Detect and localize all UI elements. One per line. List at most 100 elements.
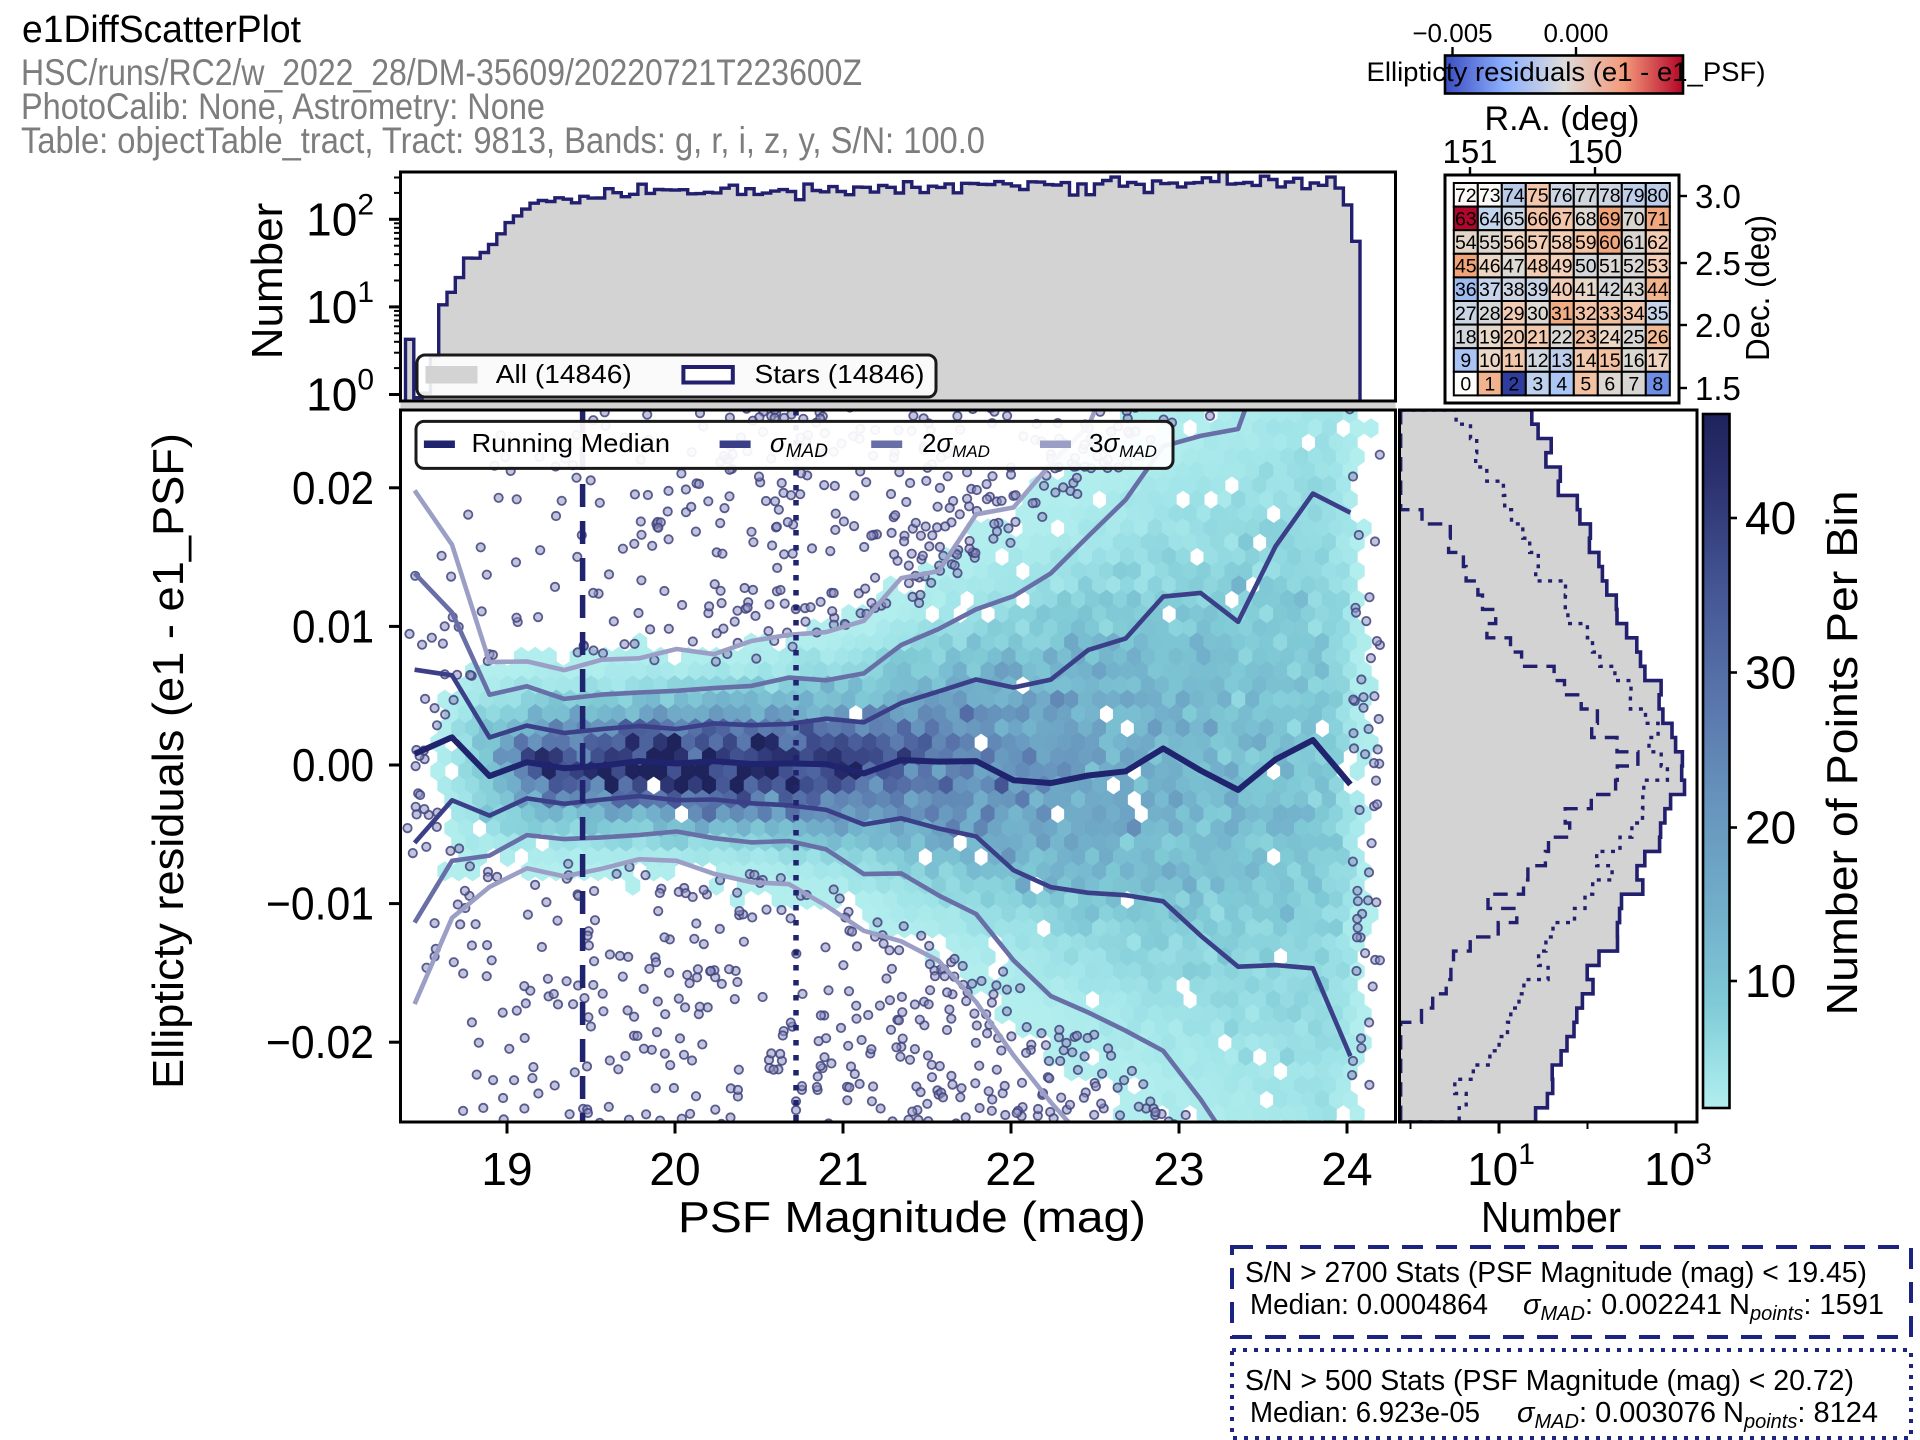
svg-text:22: 22	[985, 1143, 1036, 1195]
svg-text:11: 11	[1504, 350, 1524, 372]
svg-text:101: 101	[306, 276, 374, 333]
svg-text:−0.01: −0.01	[266, 878, 374, 930]
svg-text:1: 1	[1484, 374, 1495, 396]
svg-text:23: 23	[1153, 1143, 1204, 1195]
svg-text:51: 51	[1599, 256, 1621, 278]
svg-text:29: 29	[1503, 303, 1525, 325]
svg-text:52: 52	[1623, 256, 1645, 278]
svg-text:0.02: 0.02	[292, 462, 374, 514]
svg-text:18: 18	[1455, 326, 1477, 348]
svg-text:e1DiffScatterPlot: e1DiffScatterPlot	[22, 9, 301, 51]
svg-text:20: 20	[1503, 326, 1525, 348]
svg-text:15: 15	[1599, 350, 1621, 372]
svg-text:70: 70	[1623, 208, 1645, 230]
svg-text:31: 31	[1551, 303, 1573, 325]
svg-text:PSF Magnitude (mag): PSF Magnitude (mag)	[678, 1193, 1146, 1242]
svg-text:S/N > 2700 Stats (PSF Magnitud: S/N > 2700 Stats (PSF Magnitude (mag) < …	[1245, 1257, 1867, 1289]
svg-text:54: 54	[1455, 232, 1477, 254]
svg-text:42: 42	[1599, 279, 1621, 301]
svg-text:101: 101	[1467, 1138, 1535, 1195]
svg-text:48: 48	[1527, 256, 1549, 278]
svg-text:43: 43	[1623, 279, 1645, 301]
svg-text:0: 0	[1460, 374, 1471, 396]
svg-text:Stars (14846): Stars (14846)	[755, 359, 925, 389]
svg-text:21: 21	[1527, 326, 1549, 348]
svg-text:59: 59	[1575, 232, 1597, 254]
svg-text:38: 38	[1503, 279, 1525, 301]
svg-text:35: 35	[1647, 303, 1669, 325]
svg-text:PhotoCalib: None, Astrometry:: PhotoCalib: None, Astrometry: None	[21, 86, 545, 127]
svg-text:102: 102	[306, 188, 374, 245]
svg-text:61: 61	[1623, 232, 1645, 254]
svg-text:Running Median: Running Median	[472, 428, 671, 458]
svg-text:All (14846): All (14846)	[496, 359, 632, 389]
svg-text:26: 26	[1647, 326, 1669, 348]
svg-text:80: 80	[1647, 185, 1669, 207]
svg-text:−0.005: −0.005	[1412, 18, 1492, 48]
svg-text:22: 22	[1551, 326, 1573, 348]
svg-text:37: 37	[1479, 279, 1501, 301]
svg-text:Dec. (deg): Dec. (deg)	[1739, 215, 1776, 361]
svg-text:65: 65	[1503, 208, 1525, 230]
svg-text:40: 40	[1551, 279, 1573, 301]
svg-text:0.00: 0.00	[292, 739, 374, 791]
svg-text:77: 77	[1575, 185, 1597, 207]
svg-text:53: 53	[1647, 256, 1669, 278]
svg-text:24: 24	[1321, 1143, 1372, 1195]
svg-text:71: 71	[1647, 208, 1669, 230]
svg-text:Median: 0.0004864: Median: 0.0004864	[1250, 1289, 1488, 1321]
svg-text:21: 21	[817, 1143, 868, 1195]
svg-text:76: 76	[1551, 185, 1573, 207]
svg-text:Number: Number	[1481, 1193, 1621, 1242]
svg-text:34: 34	[1623, 303, 1645, 325]
svg-text:36: 36	[1455, 279, 1477, 301]
svg-text:45: 45	[1455, 256, 1477, 278]
svg-text:Median: 6.923e-05: Median: 6.923e-05	[1250, 1397, 1480, 1429]
svg-text:6: 6	[1604, 374, 1615, 396]
svg-text:7: 7	[1628, 374, 1639, 396]
svg-text:67: 67	[1551, 208, 1573, 230]
svg-text:4: 4	[1556, 374, 1567, 396]
svg-text:30: 30	[1527, 303, 1549, 325]
svg-text:16: 16	[1623, 350, 1645, 372]
svg-text:S/N > 500 Stats (PSF Magnitude: S/N > 500 Stats (PSF Magnitude (mag) < 2…	[1245, 1365, 1854, 1397]
svg-text:72: 72	[1455, 185, 1477, 207]
svg-text:75: 75	[1527, 185, 1549, 207]
svg-text:19: 19	[1479, 326, 1501, 348]
svg-text:32: 32	[1575, 303, 1597, 325]
svg-text:39: 39	[1527, 279, 1549, 301]
svg-text:19: 19	[481, 1143, 532, 1195]
svg-text:20: 20	[1745, 802, 1796, 854]
svg-text:σMAD: 0.003076: σMAD: 0.003076	[1517, 1397, 1716, 1433]
svg-text:58: 58	[1551, 232, 1573, 254]
svg-text:63: 63	[1455, 208, 1477, 230]
svg-text:Number of Points Per Bin: Number of Points Per Bin	[1818, 491, 1867, 1016]
svg-text:Ellipticty residuals (e1 - e1_: Ellipticty residuals (e1 - e1_PSF)	[144, 433, 193, 1089]
svg-text:150: 150	[1567, 133, 1622, 170]
svg-text:44: 44	[1647, 279, 1669, 301]
svg-text:33: 33	[1599, 303, 1621, 325]
svg-text:3.0: 3.0	[1695, 178, 1741, 215]
svg-text:R.A. (deg): R.A. (deg)	[1485, 100, 1640, 138]
svg-text:Table: objectTable_tract, Trac: Table: objectTable_tract, Tract: 9813, B…	[21, 120, 985, 161]
svg-text:78: 78	[1599, 185, 1621, 207]
svg-text:2.0: 2.0	[1695, 307, 1741, 344]
svg-text:10: 10	[1479, 350, 1501, 372]
svg-text:Npoints: 1591: Npoints: 1591	[1729, 1289, 1884, 1325]
svg-text:69: 69	[1599, 208, 1621, 230]
svg-text:79: 79	[1623, 185, 1645, 207]
svg-text:46: 46	[1479, 256, 1501, 278]
svg-text:HSC/runs/RC2/w_2022_28/DM-3560: HSC/runs/RC2/w_2022_28/DM-35609/20220721…	[21, 52, 862, 93]
svg-text:55: 55	[1479, 232, 1501, 254]
svg-text:74: 74	[1503, 185, 1525, 207]
svg-text:3: 3	[1532, 374, 1543, 396]
svg-text:13: 13	[1551, 350, 1573, 372]
svg-text:64: 64	[1479, 208, 1501, 230]
svg-text:9: 9	[1460, 350, 1471, 372]
svg-text:50: 50	[1575, 256, 1597, 278]
svg-text:73: 73	[1479, 185, 1501, 207]
svg-text:0.000: 0.000	[1543, 18, 1608, 48]
svg-text:62: 62	[1647, 232, 1669, 254]
svg-text:47: 47	[1503, 256, 1525, 278]
svg-text:66: 66	[1527, 208, 1549, 230]
